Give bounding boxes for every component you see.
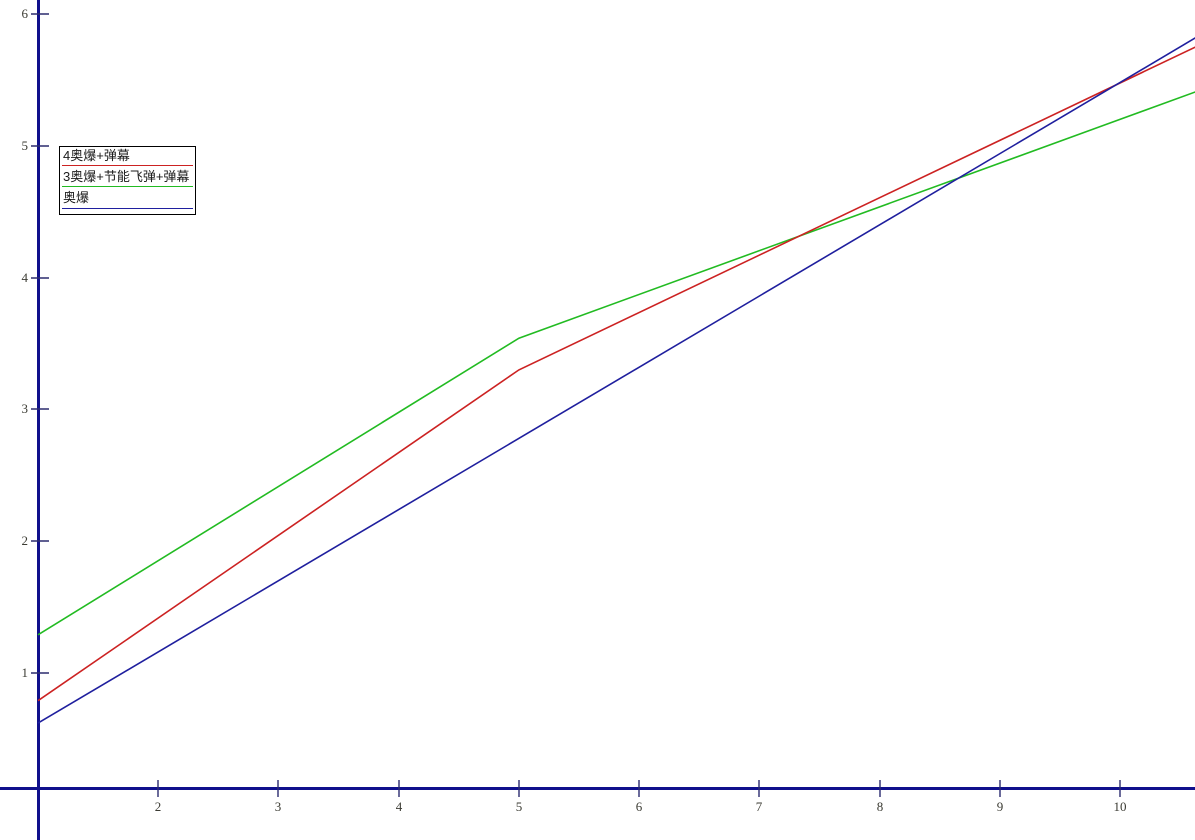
x-tick-label-7: 7 bbox=[755, 799, 763, 814]
x-tick-label-4: 4 bbox=[395, 799, 403, 814]
x-axis-ticks bbox=[157, 780, 1121, 797]
x-tick-label-9: 9 bbox=[996, 799, 1004, 814]
x-tick-label-3: 3 bbox=[274, 799, 282, 814]
chart-legend: 4奥爆+弹幕 3奥爆+节能飞弹+弹幕 奥爆 bbox=[59, 146, 196, 215]
x-tick-label-5: 5 bbox=[515, 799, 523, 814]
legend-swatch-green bbox=[62, 186, 193, 187]
y-tick-label-5: 5 bbox=[21, 138, 29, 153]
legend-entry-red: 4奥爆+弹幕 bbox=[62, 148, 193, 169]
x-tick-label-8: 8 bbox=[876, 799, 884, 814]
y-tick-label-2: 2 bbox=[21, 533, 29, 548]
series-line-green bbox=[37, 91, 1195, 636]
legend-entry-green: 3奥爆+节能飞弹+弹幕 bbox=[62, 169, 193, 190]
y-tick-label-6: 6 bbox=[21, 6, 29, 21]
x-tick-label-10: 10 bbox=[1113, 799, 1127, 814]
legend-label-blue: 奥爆 bbox=[63, 190, 90, 205]
x-tick-label-2: 2 bbox=[154, 799, 162, 814]
y-tick-label-3: 3 bbox=[21, 401, 29, 416]
series-line-blue bbox=[37, 37, 1195, 724]
legend-entry-blue: 奥爆 bbox=[62, 190, 193, 212]
legend-swatch-red bbox=[62, 165, 193, 166]
x-tick-label-6: 6 bbox=[635, 799, 643, 814]
y-tick-label-1: 1 bbox=[21, 665, 29, 680]
legend-label-red: 4奥爆+弹幕 bbox=[63, 148, 130, 163]
y-tick-label-4: 4 bbox=[21, 270, 29, 285]
legend-swatch-blue bbox=[62, 208, 193, 209]
y-axis-ticks bbox=[31, 13, 49, 674]
legend-label-green: 3奥爆+节能飞弹+弹幕 bbox=[63, 169, 190, 184]
series-line-red bbox=[37, 46, 1195, 702]
